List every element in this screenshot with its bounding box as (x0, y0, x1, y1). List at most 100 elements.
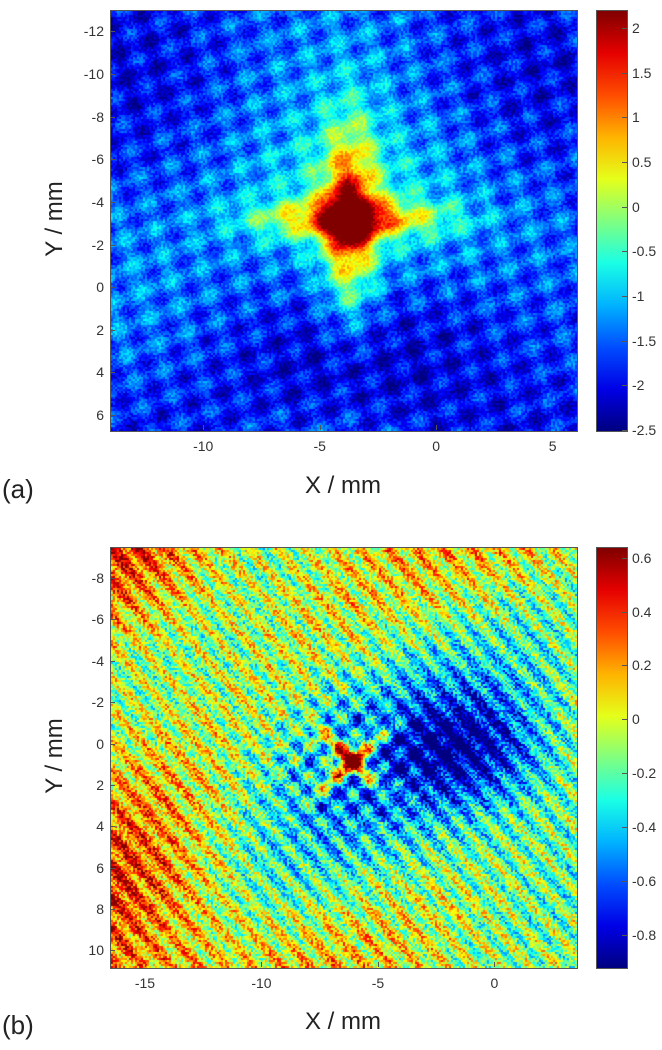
y-tick-mark (110, 867, 115, 869)
colorbar-tick-mark (622, 295, 627, 297)
colorbar-tick-label: 0.2 (632, 657, 652, 674)
x-tick-mark (436, 425, 438, 430)
x-axis-label-a: X / mm (305, 472, 381, 499)
x-tick-label: -15 (134, 975, 156, 991)
colorbar-tick-mark (622, 385, 627, 387)
y-tick-mark (110, 826, 115, 828)
x-tick-mark (319, 425, 321, 430)
colorbar-tick-label: 0 (632, 711, 640, 728)
colorbar-tick-mark (622, 557, 627, 559)
colorbar-tick-label: -2 (632, 377, 645, 394)
y-tick-mark (110, 743, 115, 745)
y-tick-mark (110, 660, 115, 662)
y-tick-mark (110, 578, 115, 580)
panel-a: -12 -10 -8 -6 -4 -2 0 2 4 6 -10 -5 0 5 2 1.5 1 0.5 0 -0.5… (0, 0, 662, 520)
colorbar-tick-label: 0 (632, 198, 640, 215)
colorbar-tick-label: 1.5 (632, 64, 652, 81)
y-tick-label: 4 (96, 364, 104, 381)
y-tick-label: -8 (91, 108, 104, 125)
x-tick-mark (494, 962, 496, 967)
colorbar-tick-mark (622, 117, 627, 119)
panel-label-a: (a) (2, 474, 34, 504)
y-tick-label: -12 (83, 23, 104, 40)
y-tick-mark (110, 909, 115, 911)
colorbar-tick-label: -1 (632, 287, 645, 304)
y-tick-mark (110, 619, 115, 621)
colorbar-tick-label: 0.5 (632, 153, 652, 170)
panel-label-b: (b) (2, 1010, 34, 1040)
y-tick-mark (110, 31, 115, 33)
x-tick-mark (552, 425, 554, 430)
colorbar-tick-mark (622, 251, 627, 253)
heatmap-image-b (111, 548, 577, 968)
colorbar-b (596, 547, 628, 969)
y-axis-label-b: Y / mm (41, 718, 68, 794)
y-tick-label: -2 (91, 236, 104, 253)
colorbar-tick-mark (622, 27, 627, 29)
y-tick-label: -4 (91, 193, 104, 210)
y-tick-mark (110, 116, 115, 118)
y-tick-mark (110, 784, 115, 786)
y-tick-label: 10 (88, 942, 104, 959)
y-axis-label-a: Y / mm (41, 181, 68, 257)
y-tick-mark (110, 702, 115, 704)
x-tick-label: 0 (432, 438, 441, 454)
colorbar-tick-label: 2 (632, 19, 640, 36)
y-tick-label: 2 (96, 776, 104, 793)
colorbar-tick-mark (622, 773, 627, 775)
colorbar-tick-label: -0.6 (632, 872, 657, 889)
x-tick-label: 0 (490, 975, 499, 991)
y-tick-mark (110, 244, 115, 246)
colorbar-tick-mark (622, 206, 627, 208)
x-tick-mark (144, 962, 146, 967)
colorbar-tick-label: 0.6 (632, 549, 652, 566)
colorbar-tick-label: -1.5 (632, 332, 657, 349)
x-tick-mark (261, 962, 263, 967)
y-tick-mark (110, 287, 115, 289)
colorbar-tick-label: -2.5 (632, 422, 657, 438)
y-tick-label: -2 (91, 694, 104, 711)
colorbar-tick-label: -0.4 (632, 819, 657, 835)
colorbar-tick-label: -0.5 (632, 243, 657, 260)
x-tick-label: -10 (251, 975, 272, 991)
colorbar-tick-label: -0.2 (632, 765, 657, 782)
colorbar-tick-mark (622, 340, 627, 342)
y-tick-label: 0 (96, 279, 104, 296)
y-tick-label: 2 (96, 321, 104, 338)
y-tick-mark (110, 329, 115, 331)
y-tick-label: 6 (96, 859, 104, 876)
x-tick-label: -5 (371, 975, 385, 991)
x-tick-label: -5 (313, 438, 326, 454)
y-tick-label: -10 (83, 65, 104, 82)
y-tick-mark (110, 73, 115, 75)
panel-b: -8 -6 -4 -2 0 2 4 6 8 10 -15 -10 -5 0 0.6 0.4 0.2 0 -0.2… (0, 530, 662, 1050)
y-tick-label: -6 (91, 611, 104, 628)
x-tick-mark (203, 425, 205, 430)
colorbar-tick-mark (622, 611, 627, 613)
heatmap-image-a (111, 11, 577, 431)
colorbar-a (596, 10, 628, 432)
colorbar-tick-mark (622, 72, 627, 74)
heatmap-plot-b (110, 547, 578, 969)
y-tick-label: 8 (96, 901, 104, 918)
y-tick-label: 6 (96, 407, 104, 424)
colorbar-tick-mark (622, 665, 627, 667)
x-tick-label: 5 (548, 438, 557, 454)
y-tick-label: 0 (96, 735, 104, 752)
y-tick-mark (110, 201, 115, 203)
x-axis-label-b: X / mm (305, 1008, 381, 1035)
y-tick-mark (110, 159, 115, 161)
colorbar-tick-mark (622, 430, 627, 431)
y-tick-mark (110, 372, 115, 374)
x-tick-mark (377, 962, 379, 967)
heatmap-plot-a (110, 10, 578, 432)
colorbar-tick-mark (622, 161, 627, 163)
colorbar-tick-label: 1 (632, 109, 640, 126)
colorbar-tick-mark (622, 719, 627, 721)
y-tick-mark (110, 415, 115, 417)
y-tick-label: 4 (96, 818, 104, 835)
y-tick-mark (110, 950, 115, 952)
colorbar-tick-mark (622, 880, 627, 882)
x-tick-label: -10 (193, 438, 214, 454)
y-tick-label: -8 (91, 570, 104, 587)
